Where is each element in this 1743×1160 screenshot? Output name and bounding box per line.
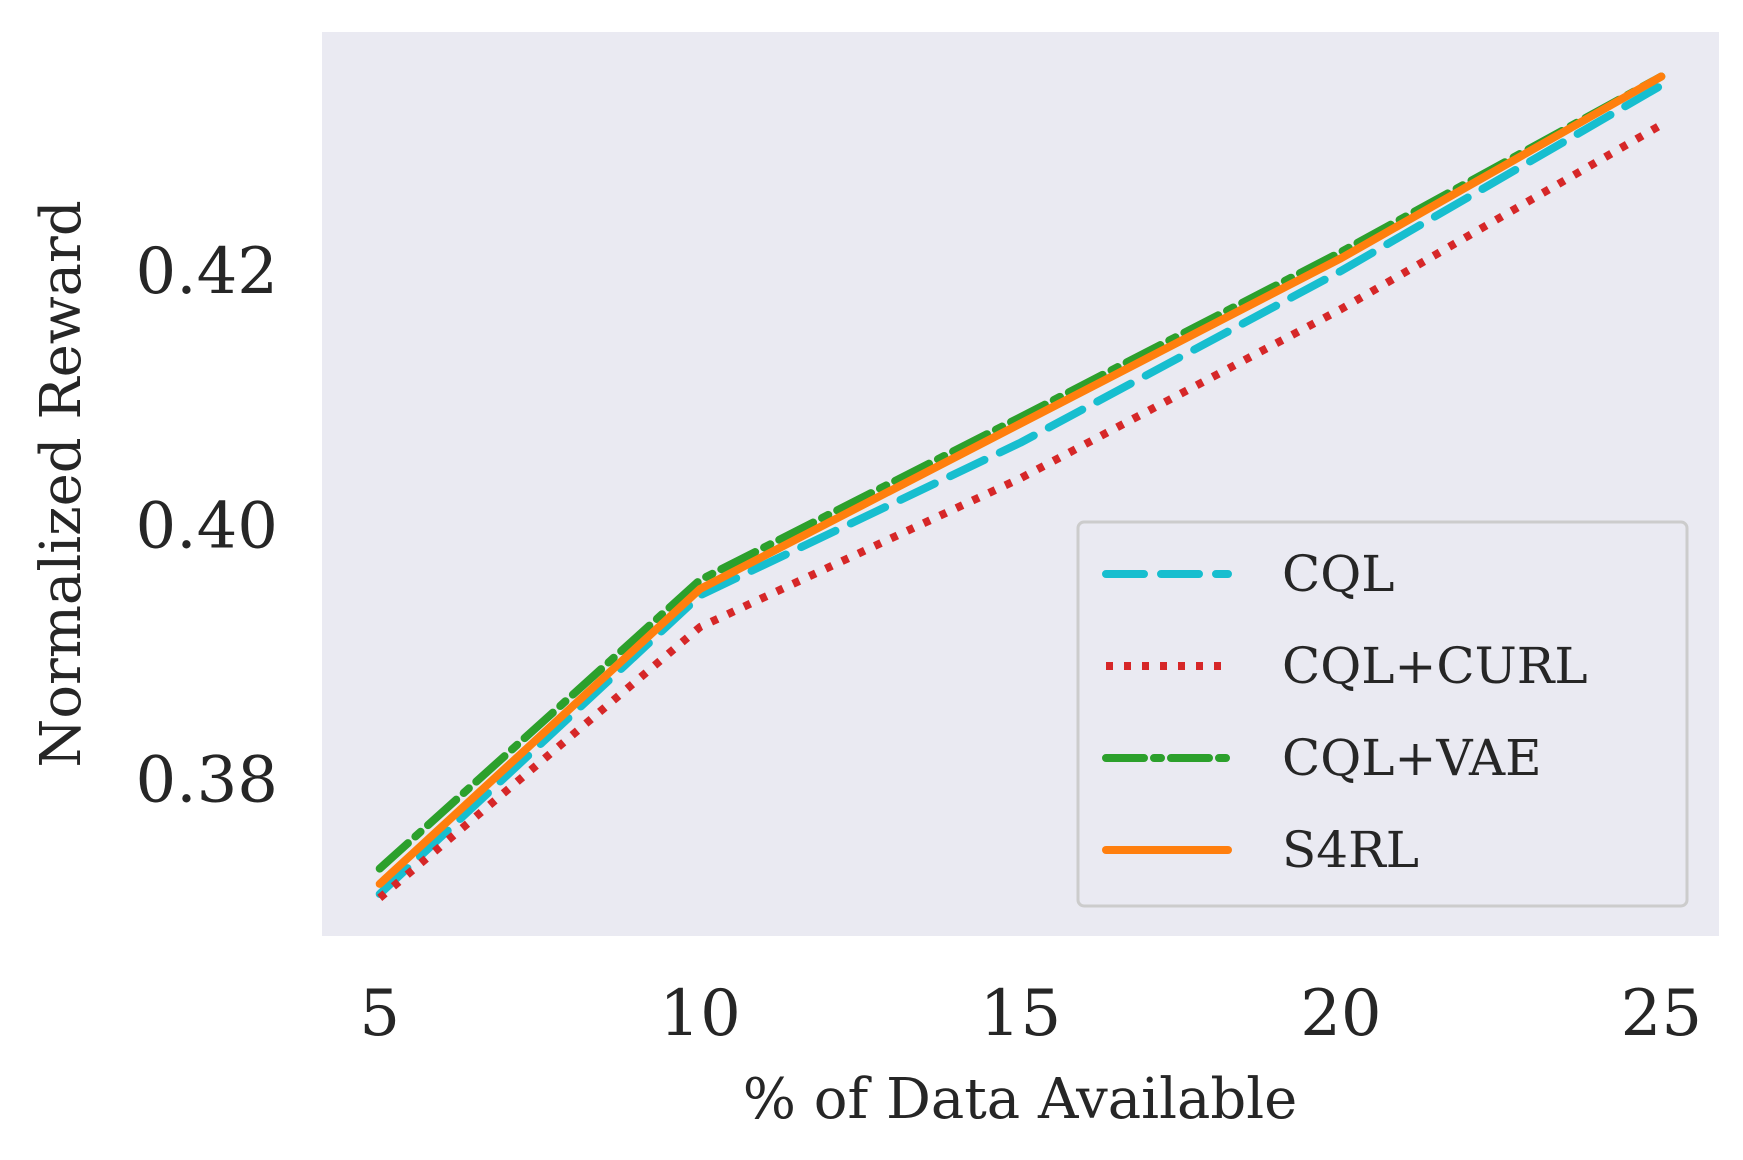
data-point-cql-curl-10 bbox=[696, 623, 704, 631]
data-point-s4rl-10 bbox=[696, 585, 704, 593]
data-point-cql-curl-5 bbox=[376, 894, 384, 902]
data-point-cql-curl-20 bbox=[1337, 305, 1345, 313]
legend-label-cql: CQL bbox=[1282, 545, 1394, 603]
x-tick-label-25: 25 bbox=[1621, 977, 1702, 1051]
data-point-s4rl-20 bbox=[1337, 254, 1345, 262]
data-point-cql-vae-10 bbox=[696, 576, 704, 584]
legend: CQL CQL+CURL CQL+VAE S4RL bbox=[1076, 520, 1689, 908]
data-point-s4rl-5 bbox=[376, 880, 384, 888]
data-point-cql-curl-25 bbox=[1657, 121, 1665, 129]
legend-items: CQL CQL+CURL CQL+VAE S4RL bbox=[1102, 545, 1588, 879]
x-tick-labels: 5 10 15 20 25 bbox=[359, 977, 1702, 1051]
data-point-cql-20 bbox=[1337, 267, 1345, 275]
series-line-cql bbox=[375, 81, 1666, 898]
y-tick-labels: 0.38 0.40 0.42 bbox=[136, 235, 279, 818]
y-tick-label-0.38: 0.38 bbox=[136, 744, 279, 818]
legend-label-cql-curl: CQL+CURL bbox=[1282, 637, 1588, 695]
y-tick-label-0.40: 0.40 bbox=[136, 489, 279, 563]
x-tick-label-10: 10 bbox=[659, 977, 740, 1051]
y-tick-label-0.42: 0.42 bbox=[136, 235, 279, 309]
data-point-s4rl-25 bbox=[1657, 73, 1665, 81]
data-point-cql-curl-15 bbox=[1017, 474, 1025, 482]
x-axis-label: % of Data Available bbox=[743, 1067, 1298, 1132]
legend-label-s4rl: S4RL bbox=[1282, 821, 1419, 879]
data-point-s4rl-15 bbox=[1017, 420, 1025, 428]
legend-box bbox=[1076, 520, 1689, 908]
series-line-s4rl bbox=[375, 72, 1666, 888]
y-axis-label: Normalized Reward bbox=[29, 200, 94, 767]
x-tick-label-5: 5 bbox=[359, 977, 400, 1051]
data-point-cql-vae-5 bbox=[376, 865, 384, 873]
legend-label-cql-vae: CQL+VAE bbox=[1282, 729, 1542, 787]
series-layer bbox=[375, 72, 1666, 902]
x-tick-label-15: 15 bbox=[980, 977, 1061, 1051]
x-tick-label-20: 20 bbox=[1300, 977, 1381, 1051]
data-point-cql-15 bbox=[1017, 439, 1025, 447]
